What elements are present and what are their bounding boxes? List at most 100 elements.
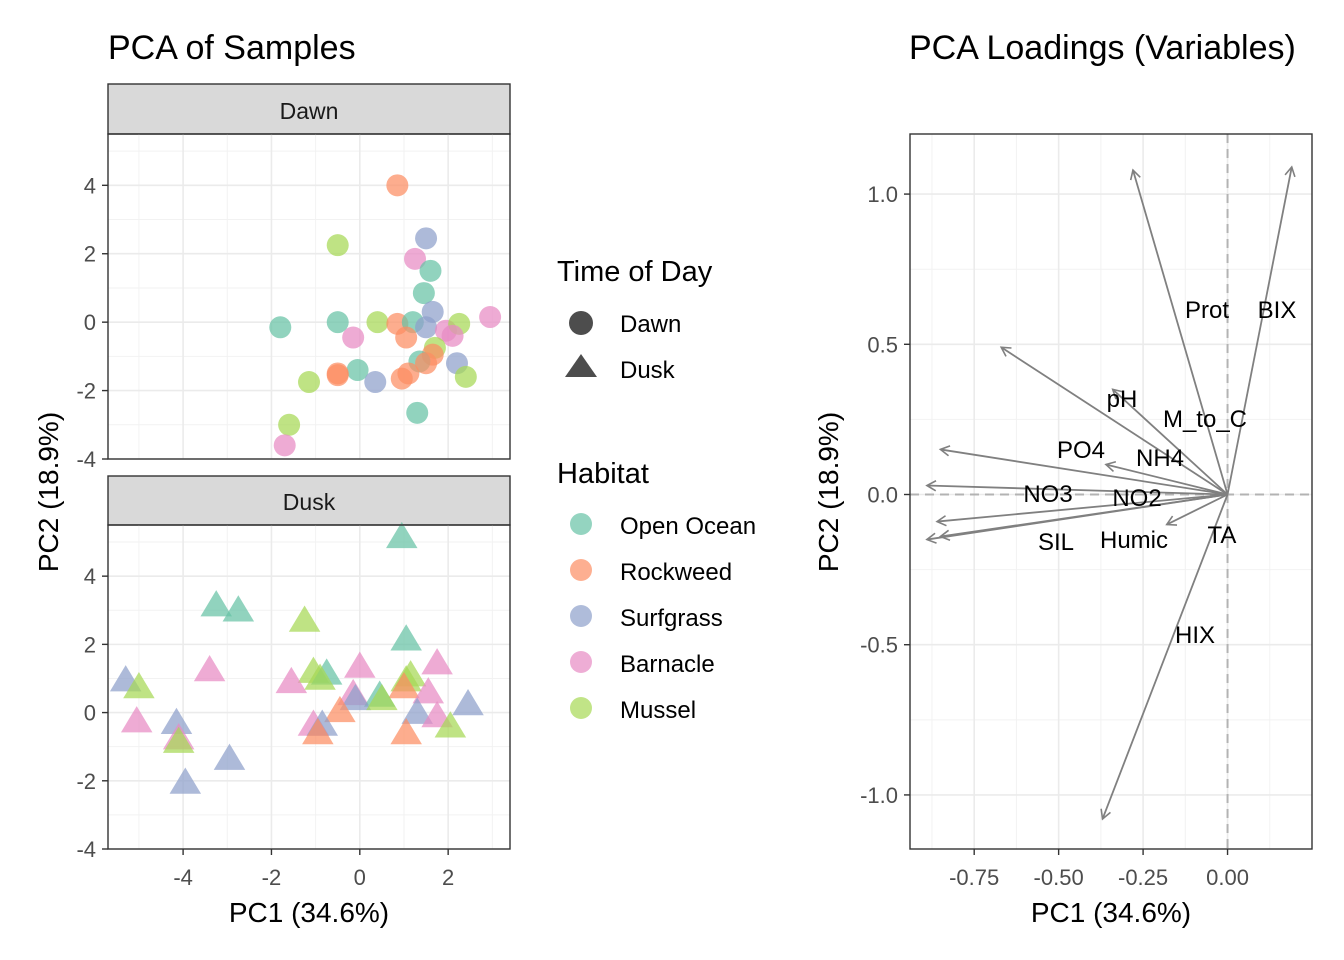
- legend-surfgrass-label: Surfgrass: [620, 605, 723, 632]
- point-dusk-mussel: [366, 683, 398, 711]
- point-dusk-open-ocean: [222, 595, 255, 622]
- y-tick-label: 2: [84, 632, 96, 657]
- loading-label-prot: Prot: [1185, 297, 1229, 324]
- point-dusk-barnacle: [193, 654, 226, 682]
- point-dawn-open-ocean: [326, 311, 349, 334]
- loading-labels: Prot BIX pH M_to_C PO4 NH4 NO3 NO2 SIL Humic TA HIX: [1023, 297, 1296, 649]
- x-tick-label: -4: [173, 865, 193, 890]
- point-dusk-rockweed: [324, 695, 356, 723]
- point-dusk-surfgrass: [452, 689, 484, 716]
- point-dusk-surfgrass: [160, 707, 193, 735]
- loading-arrow-ph: [999, 346, 1229, 496]
- loading-label-bix: BIX: [1258, 297, 1297, 324]
- loading-vectors: [925, 165, 1296, 821]
- loading-arrow-no2: [935, 493, 1228, 527]
- point-dusk-open-ocean: [386, 521, 418, 549]
- right-chart-title: PCA Loadings (Variables): [909, 29, 1296, 67]
- x-tick-label: 0: [354, 865, 366, 890]
- point-dusk-mussel: [304, 663, 336, 690]
- loading-arrow-no3: [925, 480, 1228, 496]
- point-dusk-surfgrass: [401, 697, 433, 724]
- point-dusk-mussel: [162, 726, 195, 753]
- left-x-axis-title: PC1 (34.6%): [229, 897, 389, 928]
- loading-label-ph: pH: [1107, 386, 1138, 413]
- x-tick-label: -0.25: [1118, 865, 1168, 890]
- loading-label-no2: NO2: [1112, 485, 1161, 512]
- point-dawn-rockweed: [395, 326, 418, 349]
- point-dawn-rockweed: [386, 174, 409, 197]
- point-dawn-open-ocean: [346, 359, 369, 382]
- y-tick-label: 0.5: [867, 332, 898, 357]
- panel-dusk-border: [107, 524, 511, 850]
- points-dawn: [269, 174, 502, 457]
- left-y-axis-title: PC2 (18.9%): [33, 412, 64, 572]
- point-dusk-open-ocean: [390, 624, 422, 651]
- point-dawn-mussel: [278, 413, 301, 436]
- y-tick-label: 2: [84, 242, 96, 267]
- point-dusk-rockweed: [390, 718, 422, 745]
- y-tick-label: 0: [84, 310, 96, 335]
- loading-arrow-humic: [938, 493, 1228, 541]
- y-tick-label: -2: [76, 379, 96, 404]
- point-dawn-mussel: [454, 365, 477, 388]
- loading-label-po4: PO4: [1057, 437, 1105, 464]
- left-axes: -4 -2 0 2 4 -4 -2 0 2 4 -4 -2 0 2: [76, 173, 454, 890]
- y-tick-label: -4: [76, 837, 96, 862]
- point-dawn-rockweed: [415, 352, 438, 375]
- y-tick-label: 0: [84, 701, 96, 726]
- point-dusk-barnacle: [412, 677, 445, 704]
- strip-dusk-label: Dusk: [283, 489, 336, 515]
- loading-label-hix: HIX: [1175, 622, 1215, 649]
- point-dawn-barnacle: [273, 434, 296, 457]
- point-dusk-surfgrass: [213, 743, 246, 770]
- legend-surfgrass-key: [570, 605, 592, 627]
- point-dawn-rockweed: [390, 367, 413, 390]
- right-y-axis-title: PC2 (18.9%): [813, 412, 844, 572]
- legend-barnacle-key: [570, 651, 592, 673]
- left-chart-title: PCA of Samples: [108, 29, 356, 67]
- point-dawn-mussel: [366, 311, 389, 334]
- y-tick-label: -0.5: [860, 633, 898, 658]
- legend: Time of Day Dawn Dusk Habitat Open Ocean…: [557, 256, 756, 724]
- point-dusk-surfgrass: [339, 683, 372, 711]
- y-tick-label: 1.0: [867, 182, 898, 207]
- strip-dawn: [107, 83, 511, 135]
- x-tick-label: -0.50: [1034, 865, 1084, 890]
- right-x-axis-title: PC1 (34.6%): [1031, 897, 1191, 928]
- point-dawn-surfgrass: [415, 227, 438, 250]
- legend-dawn-key: [569, 311, 593, 335]
- y-tick-label: -1.0: [860, 783, 898, 808]
- loading-label-nh4: NH4: [1136, 445, 1184, 472]
- legend-barnacle-label: Barnacle: [620, 651, 715, 678]
- y-tick-label: 4: [84, 564, 96, 589]
- panel-dusk: Dusk: [107, 475, 511, 850]
- legend-open-ocean-key: [570, 513, 592, 535]
- legend-dusk-label: Dusk: [620, 357, 676, 384]
- legend-dawn-label: Dawn: [620, 311, 681, 338]
- point-dawn-mussel: [298, 371, 320, 394]
- point-dawn-mussel: [326, 234, 349, 257]
- point-dawn-open-ocean: [406, 401, 429, 424]
- panel-dawn-border: [107, 133, 511, 460]
- point-dusk-rockweed: [302, 718, 334, 745]
- legend-mussel-key: [570, 697, 592, 719]
- legend-color-title: Habitat: [557, 458, 649, 490]
- point-dusk-mussel: [288, 605, 321, 632]
- point-dusk-barnacle: [120, 706, 153, 733]
- points-dusk: [109, 521, 484, 794]
- point-dawn-open-ocean: [419, 259, 442, 282]
- point-dusk-mussel: [434, 711, 467, 738]
- loading-label-no3: NO3: [1023, 481, 1072, 508]
- loading-label-m-to-c: M_to_C: [1163, 406, 1247, 433]
- y-tick-label: 0.0: [867, 483, 898, 508]
- point-dusk-barnacle: [421, 648, 453, 675]
- loading-arrow-hix: [1100, 494, 1229, 821]
- legend-shape-title: Time of Day: [557, 256, 713, 288]
- legend-dusk-key: [565, 354, 597, 377]
- strip-dawn-label: Dawn: [280, 98, 339, 124]
- loading-label-sil: SIL: [1038, 529, 1074, 556]
- loading-label-ta: TA: [1208, 522, 1237, 549]
- x-tick-label: 0.00: [1206, 865, 1249, 890]
- point-dawn-open-ocean: [269, 316, 292, 339]
